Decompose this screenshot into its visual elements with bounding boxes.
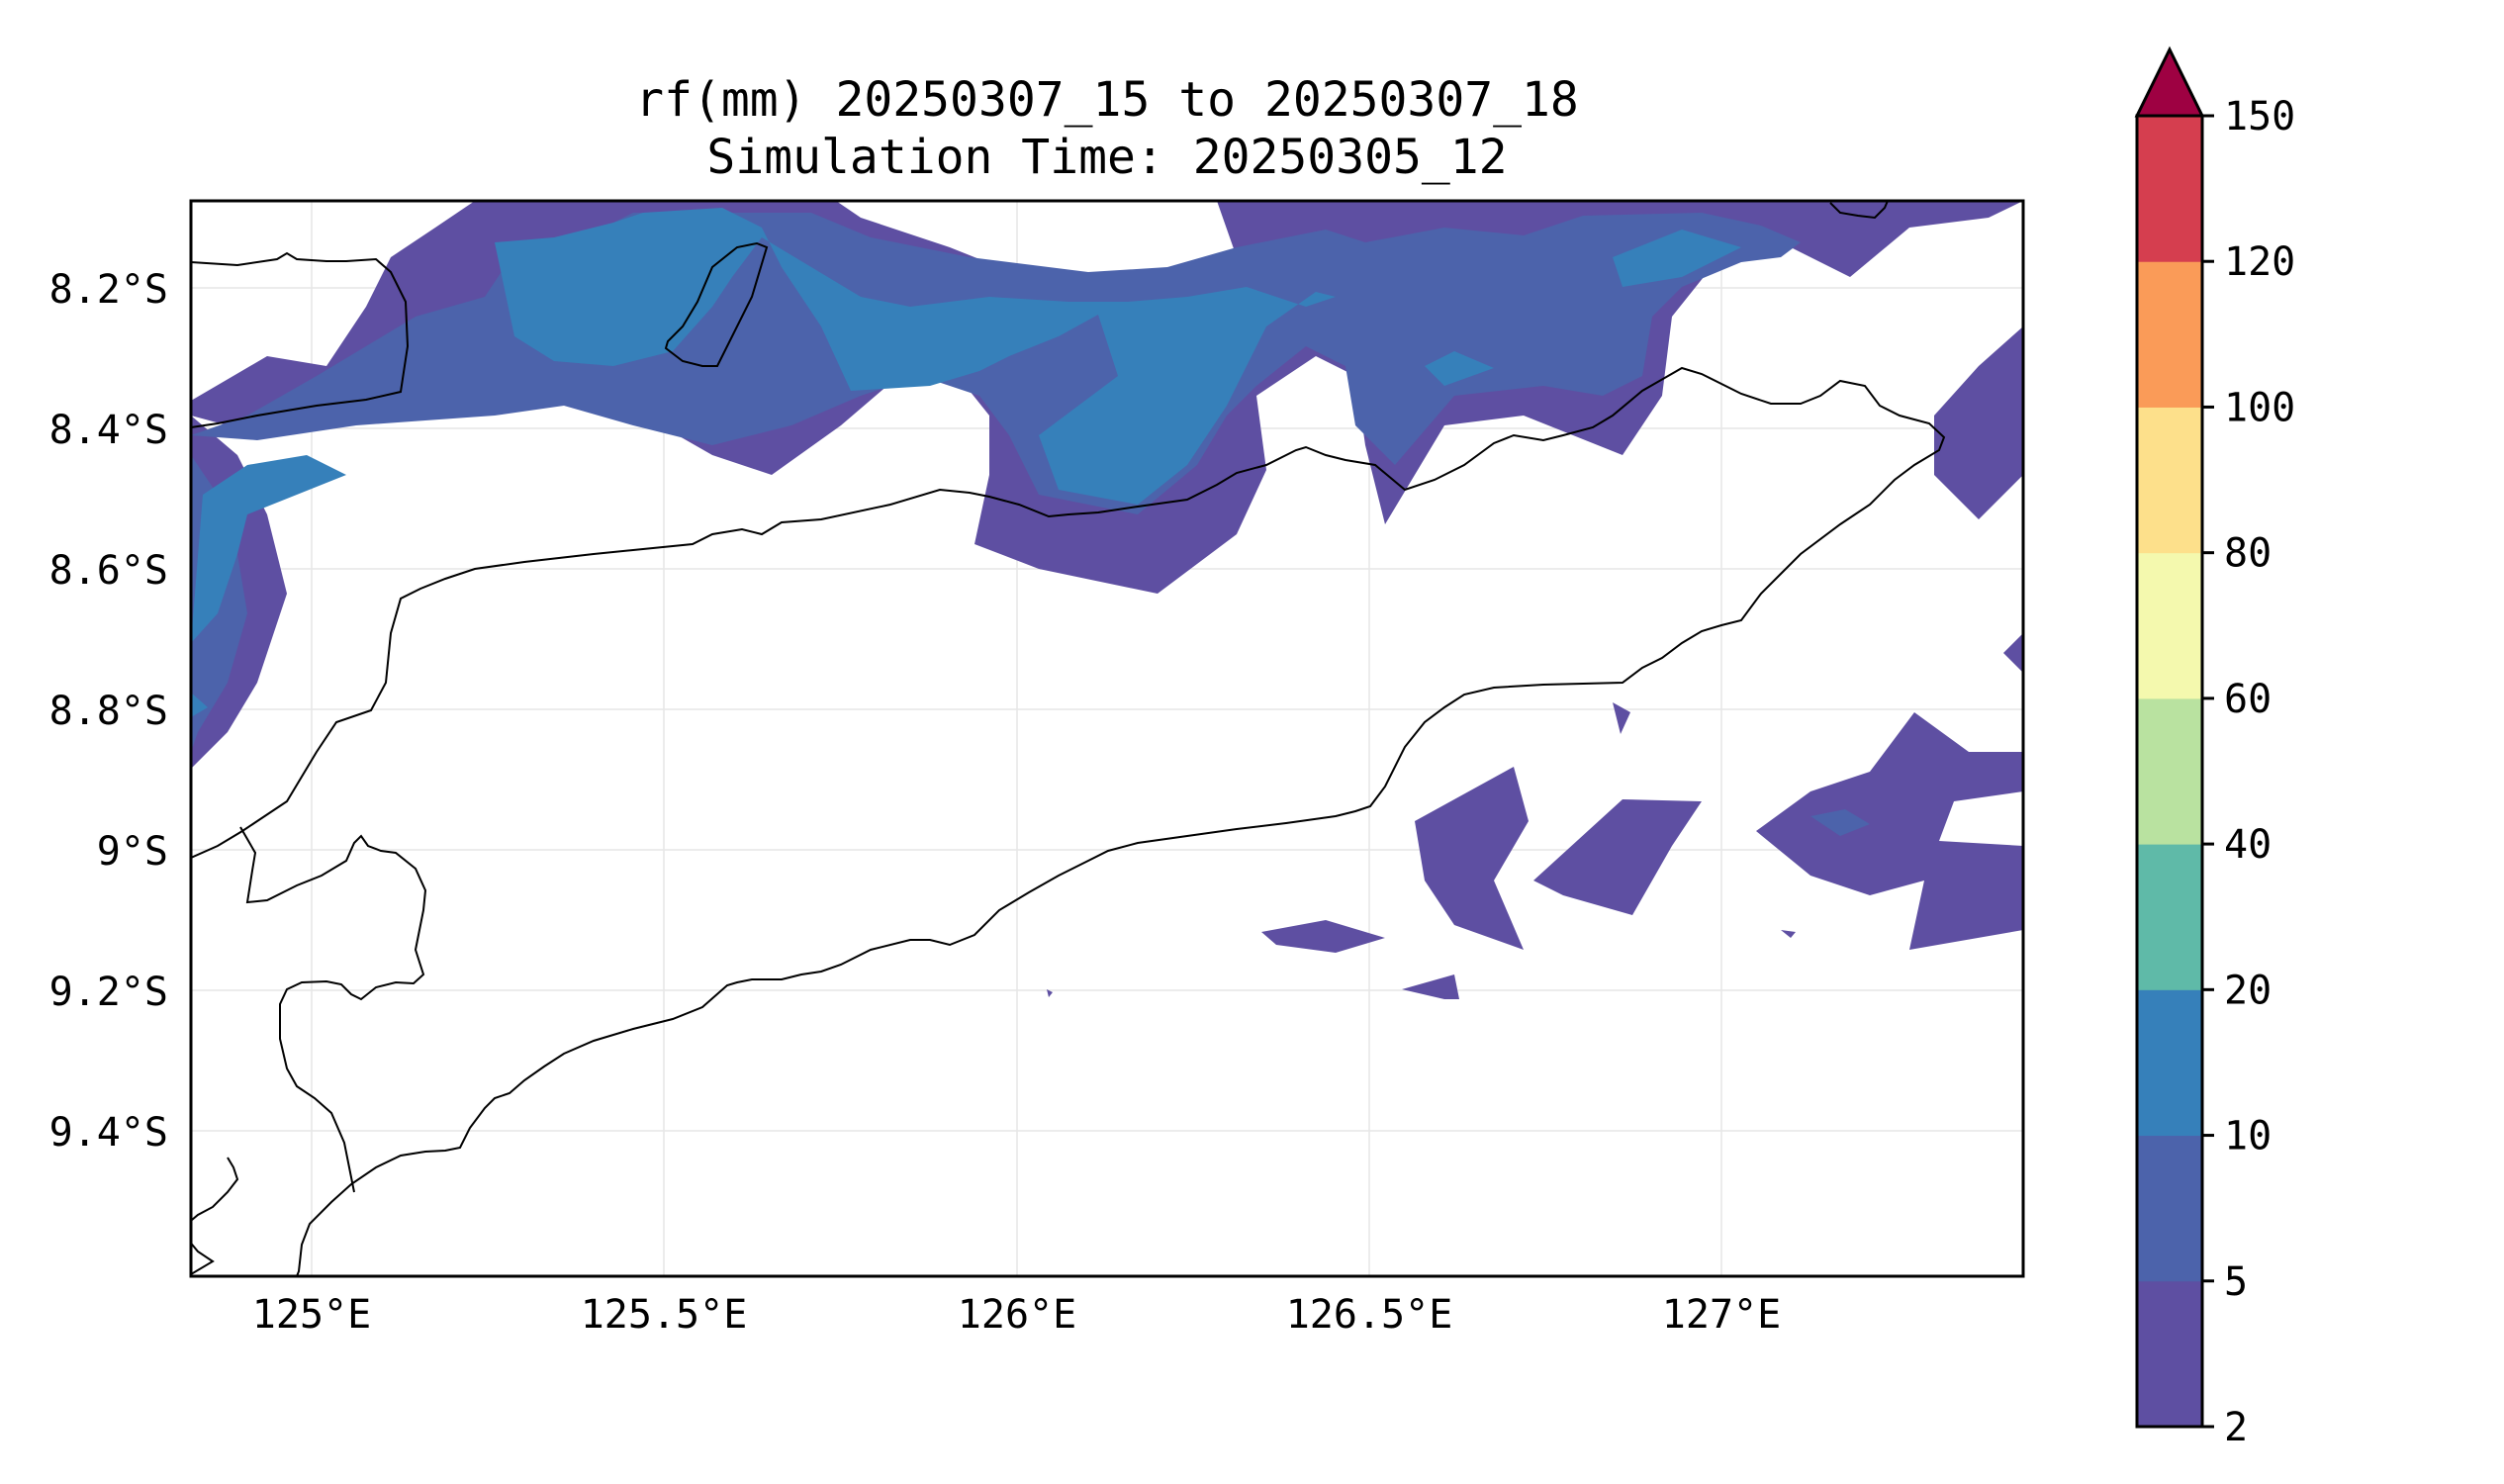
colorbar-segment [2137,552,2202,699]
colorbar-segment [2137,697,2202,845]
small-rain-cell-2 [1402,974,1459,999]
coastline-southwest-island [239,826,427,1193]
y-tick-label: 8.6°S [49,548,168,594]
southeast-patch-3 [1756,712,2023,950]
island-outline-northeast [1829,201,1889,220]
x-tick-label: 126°E [958,1292,1076,1338]
colorbar-tick-label: 100 [2224,385,2295,430]
x-tick-label: 126.5°E [1286,1292,1453,1338]
y-tick-label: 9.2°S [49,970,168,1015]
x-tick-label: 125°E [252,1292,371,1338]
y-tick-label: 8.2°S [49,267,168,313]
colorbar-segments [2137,116,2202,1428]
southeast-patch-2 [1533,799,1702,915]
southeast-patch-1 [1415,767,1529,950]
colorbar-tick-label: 40 [2224,822,2272,868]
colorbar-segment [2137,989,2202,1137]
colorbar-segment [2137,261,2202,408]
small-rain-cell-3 [1613,702,1630,734]
colorbar-segment [2137,116,2202,262]
colorbar-tick-label: 20 [2224,968,2272,1013]
eastern-edge-patch [2003,633,2023,673]
colorbar-tick-label: 150 [2224,94,2295,139]
colorbar-tick-label: 2 [2224,1405,2248,1450]
small-rain-cell-1 [1261,920,1385,953]
map-panel: 125°E 125.5°E 126°E 126.5°E 127°E 8.2°S … [49,199,2025,1338]
map-frame [189,199,2025,1278]
western-heavy-core [191,455,346,643]
west-edge-heavy-cell [191,693,208,717]
east-heavy-cell-1 [1425,351,1494,386]
y-axis-ticks: 8.2°S 8.4°S 8.6°S 8.8°S 9°S 9.2°S 9.4°S [49,267,168,1156]
colorbar-tick-label: 60 [2224,677,2272,722]
x-tick-label: 125.5°E [581,1292,748,1338]
small-rain-cell-4 [1781,930,1796,938]
southeast-moderate-cell [1810,809,1870,836]
colorbar-tick-label: 10 [2224,1114,2272,1159]
figure-title-line2: Simulation Time: 20250305_12 [706,130,1507,185]
x-tick-label: 127°E [1662,1292,1781,1338]
colorbar-segment [2137,844,2202,990]
y-tick-label: 9°S [97,829,168,875]
colorbar-segment [2137,407,2202,554]
island-outline-north [664,241,769,367]
colorbar-extend-arrow [2134,46,2205,118]
eastern-rain-patch [1934,326,2023,519]
figure-title-line1: rf(mm) 20250307_15 to 20250307_18 [635,72,1579,128]
colorbar-segment [2137,1280,2202,1428]
y-tick-label: 8.8°S [49,689,168,734]
small-rain-cell-5 [1047,989,1053,997]
colorbar-frame [2135,114,2204,1429]
x-axis-ticks: 125°E 125.5°E 126°E 126.5°E 127°E [252,1292,1781,1338]
rainfall-contours [191,201,2023,999]
coastline-southwest [191,1157,239,1275]
colorbar-tick-label: 80 [2224,531,2272,577]
colorbar-ticks: 2 5 10 20 40 60 80 100 120 150 [2202,94,2295,1450]
coastlines [191,201,1946,1276]
colorbar: 2 5 10 20 40 60 80 100 120 150 [2134,46,2295,1450]
coastline-main-south [191,366,1946,1276]
colorbar-tick-label: 5 [2224,1259,2248,1305]
colorbar-tick-label: 120 [2224,239,2295,285]
colorbar-segment [2137,1135,2202,1282]
y-tick-label: 9.4°S [49,1110,168,1156]
y-tick-label: 8.4°S [49,408,168,453]
coastline-northwest [191,251,410,428]
east-heavy-cell-2 [1613,230,1741,287]
